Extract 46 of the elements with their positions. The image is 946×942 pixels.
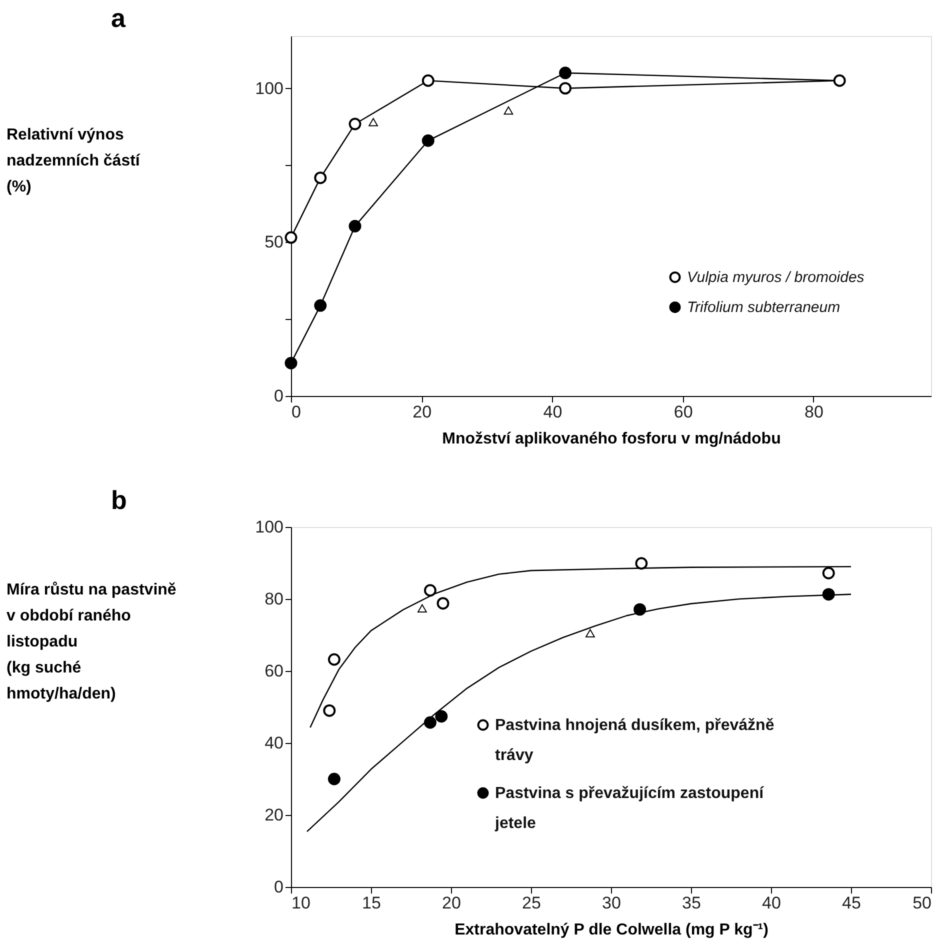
y-axis-title: Relativní výnos nadzemních částí (%) — [6, 126, 140, 196]
x-tick-label: 40 — [762, 894, 781, 912]
y-axis-title: Míra růstu na pastvině v období raného listopadu (kg suché hmoty/ha/den) — [6, 582, 176, 702]
legend-label: Pastvina s převažujícím zastoupení jetele — [494, 785, 764, 832]
point — [422, 74, 434, 87]
x-tick-label: 80 — [804, 402, 824, 422]
legend-label: Trifolium subterraneum — [687, 299, 840, 316]
x-tick-label: 25 — [522, 894, 541, 912]
point — [559, 82, 572, 95]
y-tick-label: 100 — [255, 78, 284, 98]
x-tick-label: 0 — [292, 402, 301, 422]
x-tick-label: 20 — [442, 894, 461, 912]
point — [284, 356, 298, 370]
y-tick-label: 40 — [264, 734, 284, 752]
point — [368, 118, 378, 126]
x-tick-label: 15 — [362, 894, 381, 912]
x-tick-label: 60 — [674, 402, 693, 422]
x-tick-label: 50 — [912, 894, 932, 912]
y-tick-label: 60 — [264, 662, 284, 680]
x-axis-title: Množství aplikovaného fosforu v mg/nádobu — [442, 430, 781, 448]
point — [284, 231, 298, 244]
point — [314, 299, 327, 312]
x-tick-label: 30 — [602, 894, 621, 912]
point — [504, 106, 514, 115]
chart-title: b — [111, 485, 127, 515]
point — [314, 172, 327, 184]
legend-label: Pastvina hnojená dusíkem, převážně trávy — [495, 717, 774, 764]
y-tick-label: 0 — [274, 878, 284, 896]
point — [348, 118, 362, 130]
x-tick-label: 45 — [842, 894, 861, 912]
chart-title: a — [111, 3, 126, 33]
y-tick-label: 100 — [255, 518, 284, 536]
y-tick-label: 0 — [274, 386, 284, 406]
y-tick-label: 50 — [264, 232, 284, 252]
point — [422, 134, 434, 147]
x-tick-label: 10 — [292, 894, 310, 912]
point — [833, 74, 846, 87]
point — [348, 220, 362, 232]
x-tick-label: 40 — [543, 402, 562, 422]
x-axis-title: Extrahovatelný P dle Colwella (mg P kg⁻¹) — [454, 922, 768, 938]
x-tick-label: 35 — [682, 894, 701, 912]
point — [559, 66, 572, 80]
x-tick-label: 20 — [412, 402, 432, 422]
legend-label: Vulpia myuros / bromoides — [687, 269, 865, 286]
y-tick-label: 20 — [264, 806, 284, 824]
y-tick-label: 80 — [264, 590, 284, 608]
